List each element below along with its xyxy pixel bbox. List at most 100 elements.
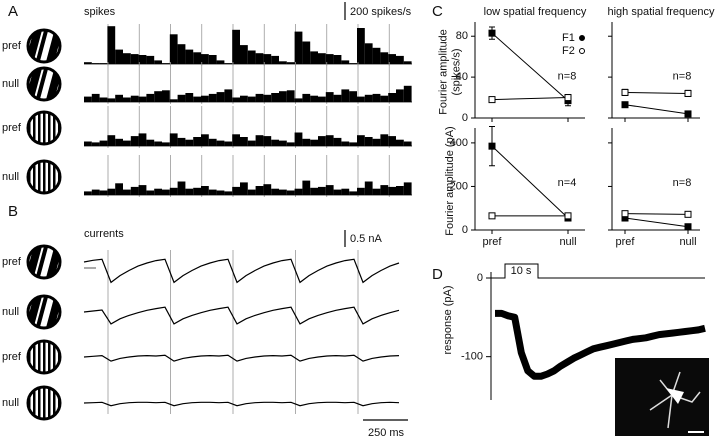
legend-label: F2	[562, 45, 575, 57]
bar	[310, 187, 318, 195]
bar	[169, 187, 178, 195]
bar	[232, 29, 240, 64]
bar	[255, 135, 264, 146]
icon-ring	[26, 244, 62, 280]
bar	[224, 89, 233, 102]
point	[684, 110, 692, 118]
bar	[271, 55, 279, 64]
bar	[294, 132, 303, 146]
stimulus-icon	[26, 110, 62, 146]
bar	[84, 62, 92, 64]
bar	[84, 141, 92, 146]
current-trace	[83, 401, 400, 407]
bar	[302, 180, 311, 195]
bar	[107, 26, 116, 64]
icon-ring	[26, 159, 62, 195]
bar	[115, 49, 123, 64]
bar	[388, 54, 396, 64]
stripe	[38, 387, 41, 419]
bar	[388, 93, 396, 102]
y-axis-label: (spikes/s)	[450, 48, 462, 95]
bar	[310, 139, 318, 146]
bar	[185, 93, 194, 102]
bar	[341, 141, 350, 146]
bar	[247, 140, 256, 146]
bar	[372, 93, 381, 102]
bar	[364, 43, 373, 64]
y-axis-label: response (pA)	[442, 285, 454, 354]
stripe	[33, 161, 36, 193]
bar	[154, 141, 162, 146]
bar	[247, 96, 256, 102]
bar	[208, 189, 217, 195]
bar	[99, 140, 108, 146]
bar	[380, 95, 389, 102]
panel-letter: A	[8, 3, 18, 20]
bar	[162, 63, 170, 64]
stripe	[35, 246, 49, 278]
bar	[388, 186, 396, 195]
n-label: n=8	[558, 71, 577, 83]
bar	[232, 186, 240, 195]
y-tick-label: 0	[462, 224, 468, 236]
stripe	[33, 112, 36, 144]
bar	[193, 96, 201, 102]
bar	[396, 139, 404, 146]
response-trace	[495, 309, 706, 380]
bar	[91, 63, 100, 64]
row-label: null	[2, 397, 19, 409]
row-label: null	[2, 306, 19, 318]
y-axis-label: Fourier amplitude	[437, 29, 449, 115]
bar	[279, 91, 287, 102]
bar	[255, 93, 264, 102]
bar	[130, 186, 139, 195]
bar	[123, 140, 131, 146]
bar	[216, 140, 225, 146]
bar	[216, 190, 225, 195]
bar	[146, 190, 155, 195]
bar	[396, 55, 404, 64]
stimulus-icon	[26, 339, 62, 375]
bar	[403, 182, 412, 195]
bar	[91, 142, 100, 146]
stripe	[35, 68, 49, 100]
stripe	[43, 387, 46, 419]
bar	[302, 93, 311, 102]
stripe	[43, 112, 46, 144]
bar	[146, 55, 155, 64]
icon-ring	[26, 28, 62, 64]
bar	[84, 96, 92, 102]
bar	[177, 44, 186, 64]
bar	[263, 54, 272, 64]
bar	[403, 61, 412, 64]
panel-letter: B	[8, 203, 18, 220]
icon-ring	[26, 110, 62, 146]
time-bar-label: 250 ms	[368, 427, 405, 439]
bar	[318, 53, 326, 64]
column-title: low spatial frequency	[484, 6, 587, 18]
icon-ring	[26, 66, 62, 102]
bar	[99, 97, 108, 102]
y-tick-label: 400	[450, 137, 468, 149]
stripe	[53, 387, 56, 419]
bar	[271, 93, 279, 102]
bar	[240, 95, 248, 102]
stimulus-icon	[26, 28, 62, 64]
bar	[216, 92, 225, 102]
stripe	[53, 161, 56, 193]
stimulus-label: 10 s	[511, 265, 532, 277]
stripe	[38, 341, 41, 373]
y-tick-label: 0	[462, 112, 468, 124]
stripe	[53, 341, 56, 373]
bar	[388, 136, 396, 146]
bar	[341, 60, 350, 64]
y-tick-label: 0	[477, 272, 483, 284]
bar	[349, 63, 357, 64]
panel-title: currents	[84, 228, 124, 240]
bar	[286, 190, 295, 195]
bar	[294, 98, 303, 102]
bar	[349, 91, 357, 102]
bar	[333, 94, 342, 102]
bar	[91, 93, 100, 102]
bar	[162, 142, 170, 146]
